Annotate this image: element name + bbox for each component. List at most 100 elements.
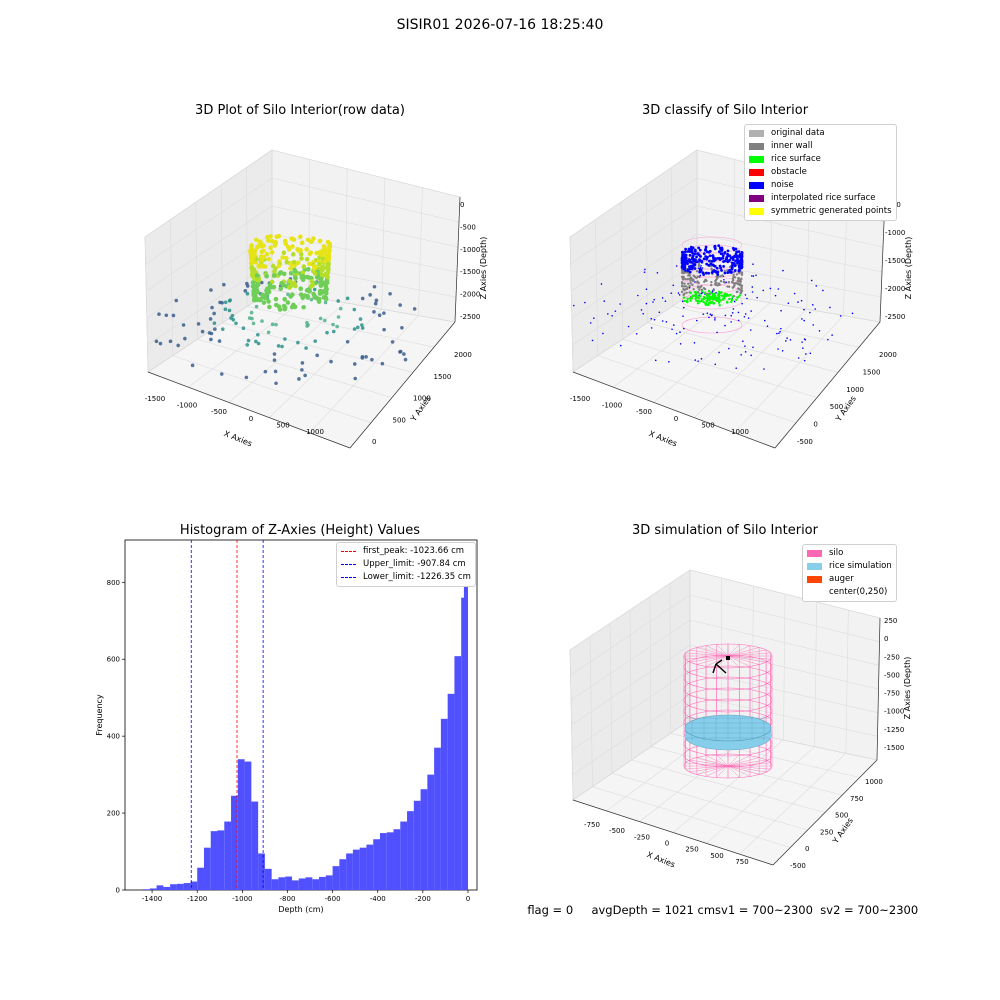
plot1-gridline	[271, 177, 460, 223]
plot1-data-point	[245, 291, 250, 296]
plot4-y-tick-label: 500	[835, 812, 848, 820]
plot2-noise-point	[694, 359, 697, 361]
plot2-wall-point	[738, 272, 741, 275]
plot2-noise-point	[682, 253, 686, 257]
plot2-legend-swatch	[749, 143, 764, 150]
plot3-legend-label: first_peak: -1023.66 cm	[363, 546, 465, 556]
status-sv2: sv2 = 700~2300	[820, 903, 919, 917]
plot1-data-point	[296, 340, 300, 345]
plot1-axis-line	[349, 321, 456, 449]
plot4-y-tick-label: 250	[820, 828, 833, 836]
plot1-data-point	[352, 362, 357, 366]
plot2-noise-point	[787, 302, 790, 304]
plot3-histogram-bar	[163, 886, 171, 890]
plot1-data-point	[335, 324, 339, 329]
plot1-data-point	[280, 344, 284, 349]
plot3-histogram-bar	[285, 876, 292, 890]
plot1-data-point	[305, 267, 311, 272]
plot3-histogram-bar	[183, 883, 191, 890]
plot2-legend-swatch	[749, 195, 764, 202]
plot2-wall-point	[681, 271, 684, 275]
plot2-wall-point	[732, 273, 735, 277]
plot1-data-point	[245, 281, 249, 286]
plot3-histogram-bar	[400, 821, 408, 890]
plot1-data-point	[400, 326, 404, 330]
plot2-noise-point	[635, 332, 638, 335]
plot2-noise-point	[720, 269, 723, 272]
plot2-noise-point	[801, 341, 803, 343]
plot2-noise-point	[696, 252, 700, 255]
plot1-data-point	[323, 300, 328, 305]
plot1-data-point	[176, 343, 180, 348]
plot3-legend-label: Lower_limit: -1226.35 cm	[363, 572, 471, 582]
plot2-noise-point	[700, 264, 702, 267]
plot3-histogram-bar	[373, 839, 380, 890]
plot1-data-point	[250, 273, 256, 279]
plot2-y-tick-label: 1000	[846, 386, 864, 394]
plot2-noise-point	[740, 263, 744, 267]
plot3-y-tick-label: 0	[116, 887, 120, 895]
plot4-silo-wire	[727, 755, 751, 767]
plot1-data-point	[261, 254, 267, 260]
plot2-noise-point	[766, 325, 769, 328]
plot2-noise-point	[815, 285, 818, 287]
plot3-legend: first_peak: -1023.66 cm Upper_limit: -907…	[336, 542, 476, 587]
plot2-noise-point	[755, 274, 757, 277]
plot2-noise-point	[752, 263, 754, 265]
plot1-data-point	[300, 368, 304, 372]
plot2-noise-point	[809, 311, 811, 314]
plot2-rice-point	[720, 294, 724, 297]
plot2-noise-point	[679, 331, 681, 333]
plot1-data-point	[263, 295, 268, 301]
plot1-y-tick-label: 2000	[454, 351, 472, 359]
plot4-x-axis-label: X Axies	[646, 850, 677, 869]
plot1-x-tick-label: 0	[249, 415, 253, 423]
plot2-noise-point	[750, 275, 753, 277]
plot3-x-tick-label: -1000	[232, 895, 252, 903]
plot1-gridline	[144, 149, 273, 238]
plot2-wall-point	[712, 289, 715, 292]
plot3-histogram-bar	[346, 853, 353, 890]
plot4-legend-swatch	[807, 576, 822, 583]
plot3-histogram-bar	[447, 693, 455, 890]
plot1-data-point	[212, 321, 217, 325]
plot4-silo-wire	[716, 754, 729, 767]
plot4-silo-wire	[689, 649, 729, 657]
plot2-noise-point	[688, 258, 692, 262]
plot2-gridline	[620, 202, 623, 340]
plot2-noise-point	[715, 266, 719, 270]
plot4-silo-wire	[685, 652, 729, 657]
plot4-z-tick-label: -1500	[884, 744, 904, 752]
plot2-rice-point	[719, 299, 723, 302]
plot2-gridline	[647, 322, 839, 373]
plot2-noise-point	[686, 262, 689, 266]
plot2-noise-point	[719, 252, 723, 256]
plot2-noise-point	[737, 319, 740, 322]
plot2-x-axis-label: X Axies	[648, 429, 679, 448]
plot2-noise-point	[640, 309, 643, 311]
plot2-wall-point	[731, 277, 735, 280]
plot2-rice-point	[703, 291, 707, 295]
plot2-gridline	[696, 205, 884, 248]
plot1-data-point	[309, 278, 315, 284]
plot3-histogram-bar	[366, 844, 374, 890]
plot2-noise-point	[702, 273, 706, 276]
plot2-noise-point	[705, 250, 709, 254]
plot2-noise-point	[682, 300, 684, 303]
plot4-x-tick-label: -750	[584, 821, 600, 829]
plot3-x-tick-label: -400	[370, 895, 386, 903]
plot1-data-point	[374, 298, 379, 303]
plot4-silo-wire	[727, 652, 771, 657]
plot2-noise-point	[671, 328, 673, 331]
plot4-silo-wire	[727, 762, 771, 767]
plot1-data-point	[258, 296, 264, 302]
plot3-histogram-bar	[271, 879, 279, 890]
plot2-wall-point	[688, 274, 692, 277]
plot1-data-point	[248, 256, 254, 261]
plot2-gridline	[622, 338, 818, 398]
plot1-data-point	[234, 321, 238, 326]
plot3-histogram-bar	[393, 829, 401, 890]
plot2-noise-point	[693, 252, 697, 256]
plot4-z-tick-label: 0	[884, 635, 888, 643]
plot4-silo-wire	[727, 765, 767, 773]
